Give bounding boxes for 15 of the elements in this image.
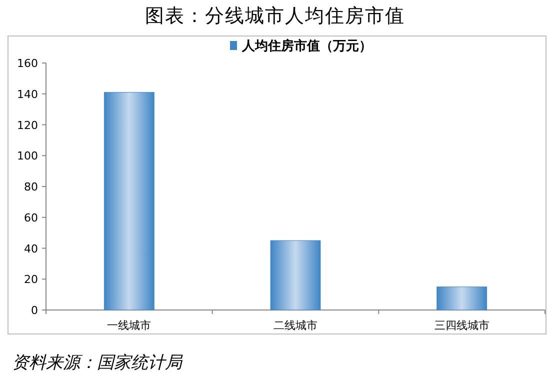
y-tick-label: 100 — [17, 150, 38, 163]
y-tick-label: 60 — [24, 211, 38, 224]
chart-title: 图表：分线城市人均住房市值 — [145, 5, 405, 27]
x-tick-label: 一线城市 — [107, 319, 152, 332]
text: 资料来源：国家统计局 — [12, 353, 183, 373]
x-tick-label: 三四线城市 — [434, 319, 490, 332]
x-tick-label: 二线城市 — [274, 319, 318, 332]
y-tick-label: 140 — [17, 88, 38, 101]
y-tick-label: 20 — [24, 273, 38, 286]
legend-label: 人均住房市值（万元） — [241, 38, 372, 54]
y-tick-label: 120 — [17, 118, 38, 132]
y-tick-label: 40 — [24, 242, 38, 256]
y-tick-label: 0 — [31, 304, 38, 317]
y-tick-label: 160 — [17, 57, 38, 70]
y-tick-label: 80 — [24, 180, 38, 194]
